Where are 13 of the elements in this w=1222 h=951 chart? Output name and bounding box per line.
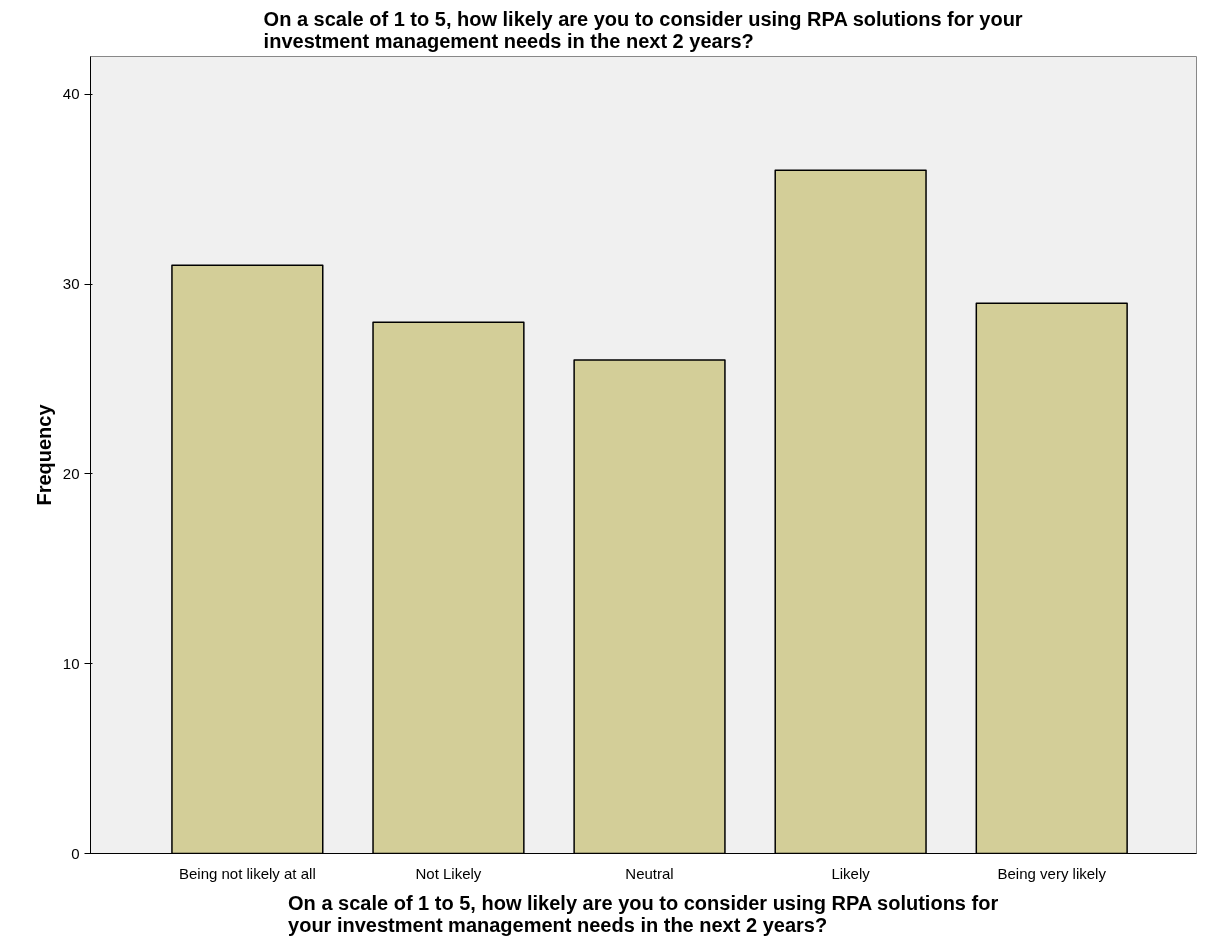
x-tick-label: Neutral xyxy=(625,864,674,882)
y-tick-label: 30 xyxy=(62,275,80,293)
x-tick-label: Likely xyxy=(831,864,871,882)
x-tick-label: Not Likely xyxy=(415,864,482,882)
y-tick-label: 0 xyxy=(71,844,80,862)
y-tick-label: 20 xyxy=(62,464,80,482)
x-axis-title: On a scale of 1 to 5, how likely are you to consider using RPA solutions for your investment management needs in the next 2 years? xyxy=(288,891,999,936)
y-tick-label: 10 xyxy=(62,654,80,672)
y-tick-label: 40 xyxy=(62,85,80,103)
x-tick-label: Being not likely at all xyxy=(178,864,316,882)
x-tick-label: Being very likely xyxy=(997,864,1107,882)
chart-title: On a scale of 1 to 5, how likely are you to consider using RPA solutions for your investment management needs in the next 2 years? xyxy=(263,7,1023,52)
y-axis-title: Frequency xyxy=(32,403,55,506)
